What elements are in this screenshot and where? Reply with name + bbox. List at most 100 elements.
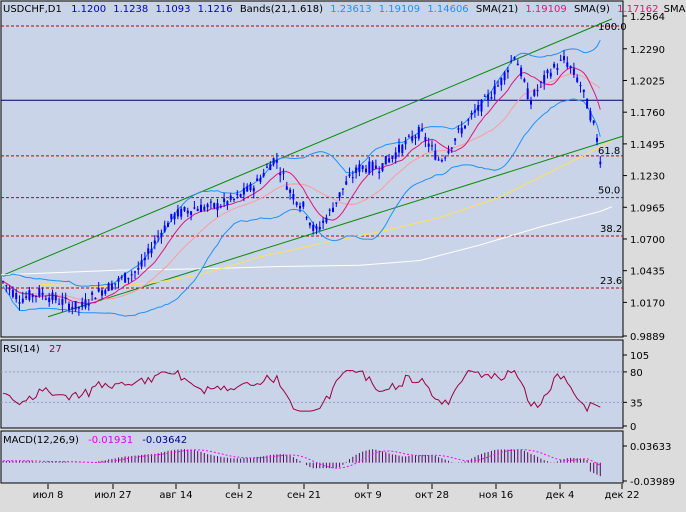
macd-signal-line [3,449,601,469]
candle-body [332,207,334,212]
sma-long-line [0,206,613,276]
candle-body [147,248,150,254]
candle-body [87,304,90,306]
price-tick-label: 1.1230 [630,172,665,183]
candle-body [483,95,486,97]
candle-body [523,79,526,82]
ohlc-close: 1.1216 [198,4,233,15]
price-tick-label: 1.0700 [630,235,665,246]
date-tick-label: авг 14 [159,490,192,501]
date-tick-label: дек 4 [546,490,575,501]
date-tick-label: окт 9 [354,490,382,501]
candle-body [299,206,301,209]
candle-body [335,202,338,204]
candle-body [18,302,21,304]
candle-body [398,144,400,153]
sma9-value: 1.17162 [617,4,658,15]
candle-body [279,173,282,176]
macd-label: MACD(12,26,9) [3,435,79,446]
candle-body [348,174,351,177]
macd-tick-label: 0.03633 [630,442,671,453]
candle-body [365,168,367,173]
ohlc-high: 1.1238 [113,4,148,15]
candle-body [589,111,592,121]
candle-body [25,296,28,298]
date-tick-label: сен 21 [287,490,321,501]
candle-body [153,240,156,244]
candle-body [308,222,311,226]
candle-body [381,163,384,171]
candle-body [226,201,229,205]
candle-body [160,232,163,237]
candle-body [64,298,67,300]
candle-body [203,206,206,210]
candle-body [28,290,31,300]
date-tick-label: сен 2 [225,490,253,501]
fib-label: 61.8 [598,146,620,157]
candle-body [503,72,506,81]
fib-label: 100.0 [598,22,627,33]
candle-body [282,172,285,174]
candle-body [269,164,272,171]
bollinger-lower-line [2,98,601,317]
sma9-label: SMA(9) [574,4,610,15]
candle-body [41,292,44,296]
rsi-tick-label: 35 [630,398,643,409]
bands-lower-value: 1.14606 [427,4,468,15]
candle-body [421,128,424,131]
candle-body [530,100,532,105]
candle-body [15,292,18,300]
candle-body [539,81,542,83]
rsi-plot [1,369,623,413]
candle-body [272,158,275,165]
candle-body [101,290,103,296]
bollinger-upper-line [2,39,601,287]
candle-body [157,236,160,238]
candle-body [411,136,414,141]
candle-body [167,223,169,228]
date-tick-label: дек 22 [604,490,639,501]
fib-label: 50.0 [598,186,620,197]
rsi-pane[interactable] [1,340,623,428]
candle-body [549,72,552,77]
candle-body [345,181,348,185]
candle-body [506,69,509,73]
candle-body [21,298,24,303]
candle-body [193,207,196,209]
price-tick-label: 1.2290 [630,45,665,56]
candle-body [266,166,268,168]
candle-body [97,288,100,292]
candle-body [2,281,4,283]
macd-value-2: -0.03642 [142,435,187,446]
candle-body [94,297,97,300]
candle-body [219,206,222,208]
candle-body [58,303,61,305]
candle-body [312,224,315,231]
bands-mid-value: 1.19109 [379,4,420,15]
candle-body [137,267,140,270]
candle-body [107,283,110,292]
candle-body [559,59,562,61]
candle-body [526,88,529,100]
price-tick-label: 1.0965 [630,203,665,214]
candle-body [371,161,374,171]
candle-body [262,172,265,177]
price-tick-label: 1.1760 [630,108,665,119]
candle-body [378,171,381,174]
fib-label: 38.2 [600,224,622,235]
candle-body [206,204,209,208]
macd-pane[interactable] [1,431,623,483]
date-tick-label: окт 28 [415,490,449,501]
candle-body [563,56,565,61]
candle-body [477,105,480,111]
candle-body [140,260,143,267]
price-tick-label: 0.9889 [630,332,665,343]
chart-header: USDCHF,D1 1.1200 1.1238 1.1093 1.1216 Ba… [3,4,686,15]
candle-body [516,63,519,66]
candle-body [77,306,80,309]
candle-body [358,164,361,172]
candle-body [384,156,387,165]
price-tick-label: 1.2564 [630,12,665,23]
candle-body [229,195,232,200]
candle-body [391,156,394,160]
